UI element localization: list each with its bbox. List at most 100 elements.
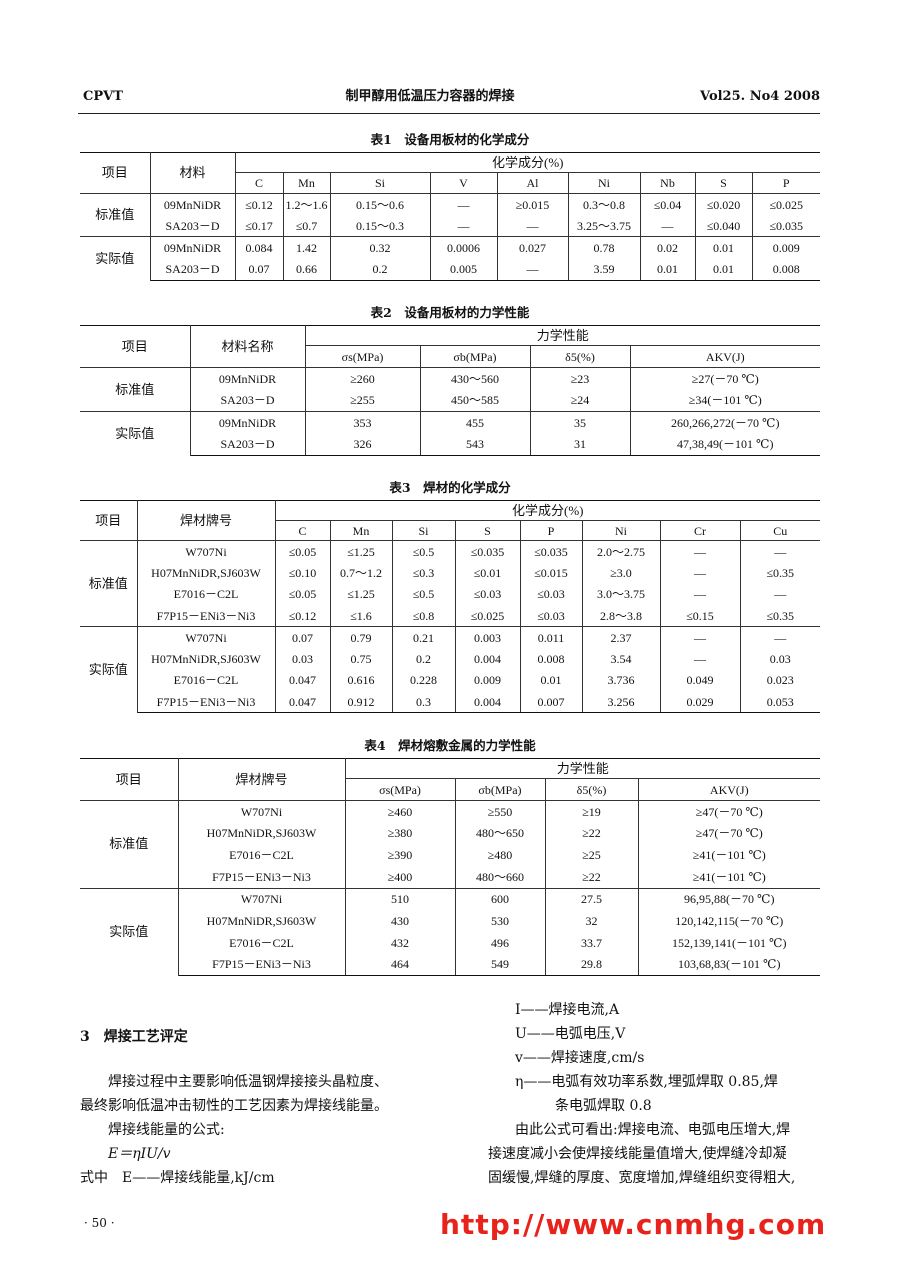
table-row: 标准值 09MnNiDR ≥260 430～560 ≥23 ≥27(－70 ℃) — [80, 367, 821, 412]
journal-name: CPVT — [83, 89, 123, 104]
value-cell: — — [659, 583, 741, 605]
value-cell: 549 — [454, 953, 546, 977]
value-cell: ≥41(－101 ℃) — [637, 866, 821, 889]
page-number: · 50 · — [84, 1216, 115, 1230]
value-cell: ≤0.5 — [391, 583, 456, 605]
material-cell: F7P15－ENi3－Ni3 — [136, 605, 276, 627]
value-cell: 0.005 — [429, 258, 498, 281]
value-cell: ≤0.035 — [454, 540, 521, 562]
header-material: 焊材牌号 — [136, 500, 276, 541]
value-cell: ≤0.35 — [739, 562, 820, 584]
value-cell: 0.3 — [391, 691, 456, 713]
value-cell: ≤0.35 — [739, 605, 820, 627]
value-cell: ≤0.7 — [282, 215, 331, 237]
value-cell: — — [659, 562, 741, 584]
value-cell: ≤0.03 — [519, 605, 583, 627]
header-item: 项目 — [80, 758, 179, 801]
table-row: SA203－D ≤0.17 ≤0.7 0.15～0.3— —3.25～3.75— ≤0.0… — [80, 215, 820, 237]
value-cell: 0.01 — [694, 258, 753, 281]
column-header: Ni — [567, 172, 641, 194]
data-table: 项目 材料名称 力学性能 σs(MPa) σb(MPa) δ5(%) AKV(J) 标准值 09… — [80, 325, 821, 456]
value-cell: 0.047 — [274, 691, 331, 713]
header-group: 力学性能 — [344, 758, 821, 779]
value-cell: ≤0.8 — [391, 605, 456, 627]
value-cell: ≤1.6 — [329, 605, 393, 627]
group-label: 标准值 — [80, 192, 151, 237]
table-row: H07MnNiDR,SJ603W 0.03 0.75 0.2 0.004 0.008 3.5… — [80, 648, 820, 670]
value-cell: — — [739, 583, 820, 605]
value-cell: — — [496, 258, 569, 281]
header-material: 材料名称 — [189, 325, 306, 368]
value-cell: 480～660 — [454, 866, 546, 889]
value-cell: 152,139,141(－101 ℃) — [637, 931, 821, 954]
value-cell: — — [659, 648, 741, 670]
value-cell: 35 — [529, 411, 631, 434]
body-right-line: U——电弧电压,V — [515, 1026, 626, 1042]
table-row: SA203－D 326 543 31 47,38,49(－101 ℃) — [80, 433, 821, 456]
value-cell: — — [429, 193, 498, 216]
value-cell: 0.023 — [739, 669, 820, 691]
value-cell: 29.8 — [544, 953, 639, 977]
value-cell: 0.78 — [567, 236, 641, 259]
value-cell: 0.03 — [274, 648, 331, 670]
table-row: F7P15－ENi3－Ni3 ≤0.12 ≤1.6 ≤0.8 ≤0.025 ≤0.03 2.… — [80, 605, 820, 627]
data-table: 项目 焊材牌号 化学成分(%) C Mn Si S P Ni Cr Cu 标准值 W707Ni ≤0.05… — [80, 500, 820, 713]
column-header: Al — [496, 172, 569, 194]
value-cell: 530 — [454, 909, 546, 932]
value-cell: ≤0.025 — [751, 193, 820, 216]
value-cell: 496 — [454, 931, 546, 954]
table-row: SA203－D ≥255 450～585 ≥24 ≥34(－101 ℃) — [80, 389, 821, 412]
material-cell: W707Ni — [136, 540, 276, 562]
value-cell: 31 — [529, 433, 631, 456]
column-header: AKV(J) — [629, 345, 821, 368]
value-cell: 47,38,49(－101 ℃) — [629, 433, 821, 456]
value-cell: ≥23 — [529, 367, 631, 390]
body-right-line: v——焊接速度,cm/s — [515, 1050, 645, 1066]
table-caption: 表2 设备用板材的力学性能 — [370, 305, 530, 320]
value-cell: 0.003 — [454, 626, 521, 648]
table-row: F7P15－ENi3－Ni3 0.047 0.912 0.3 0.004 0.007 3.2… — [80, 691, 820, 713]
column-header: σb(MPa) — [454, 778, 546, 801]
value-cell: 600 — [454, 887, 546, 910]
column-header: C — [234, 172, 284, 194]
body-right-line: I——焊接电流,A — [515, 1002, 620, 1018]
value-cell: 326 — [304, 433, 421, 456]
value-cell: ≥22 — [544, 866, 639, 889]
value-cell: 0.7～1.2 — [329, 562, 393, 584]
material-cell: 09MnNiDR — [189, 367, 306, 390]
value-cell: ≥390 — [344, 844, 456, 867]
header-material: 材料 — [149, 152, 236, 194]
group-label: 标准值 — [80, 800, 179, 889]
value-cell: ≤1.25 — [329, 540, 393, 562]
value-cell: — — [659, 626, 741, 648]
header-group: 化学成分(%) — [234, 152, 820, 173]
material-cell: SA203－D — [149, 258, 236, 281]
column-header: P — [519, 520, 583, 541]
value-cell: 0.01 — [519, 669, 583, 691]
value-cell: 480～650 — [454, 822, 546, 845]
value-cell: ≥460 — [344, 800, 456, 823]
value-cell: 0.049 — [659, 669, 741, 691]
value-cell: 430 — [344, 909, 456, 932]
issue-info: Vol25. No4 2008 — [700, 89, 820, 104]
value-cell: 0.053 — [739, 691, 820, 713]
value-cell: ≤0.17 — [234, 215, 284, 237]
value-cell: — — [639, 215, 696, 237]
body-left-line: 焊接线能量的公式: — [108, 1122, 225, 1138]
group-label: 实际值 — [80, 626, 138, 713]
material-cell: W707Ni — [136, 626, 276, 648]
group-label: 标准值 — [80, 540, 138, 627]
value-cell: ≤0.040 — [694, 215, 753, 237]
material-cell: F7P15－ENi3－Ni3 — [136, 691, 276, 713]
value-cell: ≤0.3 — [391, 562, 456, 584]
value-cell: 3.59 — [567, 258, 641, 281]
value-cell: ≥550 — [454, 800, 546, 823]
table-row: F7P15－ENi3－Ni3 464 549 29.8 103,68,83(－101 ℃… — [80, 953, 821, 977]
value-cell: ≤0.03 — [454, 583, 521, 605]
value-cell: ≥25 — [544, 844, 639, 867]
value-cell: ≤1.25 — [329, 583, 393, 605]
data-table: 项目 焊材牌号 力学性能 σs(MPa) σb(MPa) δ5(%) AKV(J) 标准值 W7… — [80, 758, 821, 977]
material-cell: 09MnNiDR — [189, 411, 306, 434]
watermark: http://www.cnmhg.com — [440, 1208, 827, 1241]
value-cell: ≤0.035 — [751, 215, 820, 237]
